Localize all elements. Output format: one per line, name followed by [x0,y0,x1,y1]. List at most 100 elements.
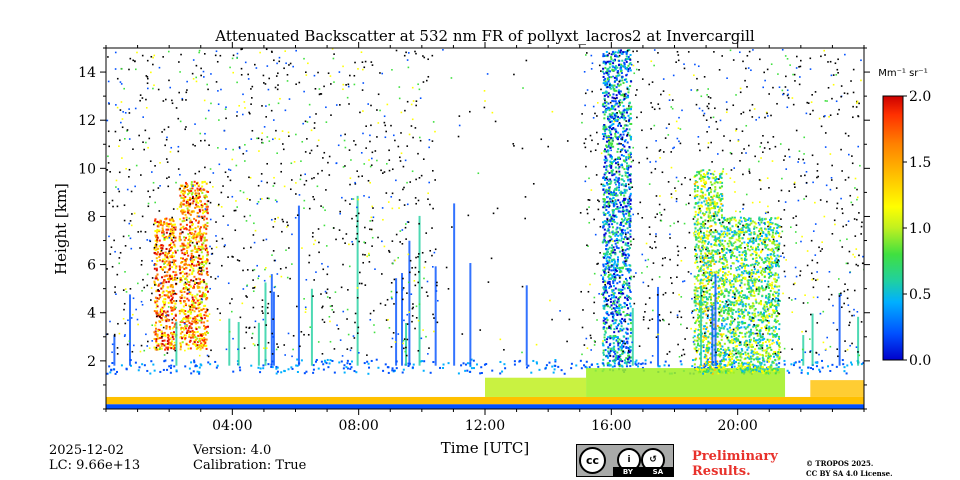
bl-speckle [752,365,755,368]
cloud-speckle [625,55,628,58]
cloud-speckle [163,279,166,282]
cloud-speckle [628,282,631,285]
cloud-speckle [601,70,604,73]
cloud-speckle [752,241,755,244]
cloud-speckle [609,265,612,268]
cloud-speckle [768,340,771,343]
cloud-speckle [730,322,733,325]
cloud-speckle [697,334,700,337]
cloud-speckle [183,313,186,316]
cloud-speckle [171,225,174,228]
cloud-speckle [712,201,715,204]
bl-speckle [843,370,846,373]
cloud-speckle [612,93,615,96]
cloud-speckle [708,296,711,299]
cloud-speckle [155,263,158,266]
cloud-speckle [197,240,200,243]
cloud-speckle [602,55,605,58]
cloud-speckle [737,260,740,263]
bl-speckle [590,363,593,366]
cloud-speckle [171,277,174,280]
cloud-speckle [713,190,716,193]
cloud-speckle [206,254,209,257]
cloud-speckle [619,327,622,330]
cloud-speckle [611,249,614,252]
cloud-speckle [763,311,766,314]
cloud-speckle [185,252,188,255]
cloud-speckle [200,342,203,345]
cloud-speckle [605,165,608,168]
cloud-speckle [602,211,605,214]
cloud-speckle [165,346,168,349]
cloud-speckle [614,267,617,270]
cloud-speckle [750,245,753,248]
cloud-speckle [740,257,743,260]
cloud-speckle [619,354,622,357]
cloud-speckle [696,336,699,339]
cloud-speckle [770,263,773,266]
cloud-speckle [179,323,182,326]
cloud-speckle [698,177,701,180]
cloud-speckle [759,367,762,370]
cloud-speckle [626,227,629,230]
cloud-speckle [173,223,176,226]
cloud-speckle [718,269,721,272]
cloud-speckle [203,304,206,307]
cloud-speckle [173,317,176,320]
cloud-speckle [157,225,160,228]
cloud-speckle [701,311,704,314]
cloud-speckle [626,256,629,259]
cloud-speckle [730,308,733,311]
cloud-speckle [154,301,157,304]
cloud-speckle [710,286,713,289]
cloud-speckle [612,62,615,65]
cloud-speckle [611,99,614,102]
cloud-speckle [700,367,703,370]
cloud-speckle [620,49,623,52]
cloud-speckle [191,263,194,266]
bl-speckle [262,367,265,370]
cloud-speckle [695,287,698,290]
cloud-speckle [613,119,616,122]
cloud-speckle [173,308,176,311]
cloud-speckle [187,320,190,323]
cloud-speckle [613,52,616,55]
cloud-speckle [205,262,208,265]
bl-speckle [535,361,538,364]
cloud-speckle [702,223,705,226]
cloud-speckle [626,124,629,127]
cloud-speckle [625,78,628,81]
cloud-speckle [709,256,712,259]
cloud-speckle [701,255,704,258]
cloud-speckle [761,243,764,246]
cloud-speckle [627,198,630,201]
cloud-speckle [206,331,209,334]
cloud-speckle [607,275,610,278]
cloud-speckle [613,59,616,62]
cloud-speckle [612,293,615,296]
cloud-speckle [700,265,703,268]
cloud-speckle [611,162,614,165]
cloud-speckle [708,193,711,196]
cloud-speckle [773,330,776,333]
cloud-speckle [732,320,735,323]
cloud-speckle [735,238,738,241]
cloud-speckle [696,218,699,221]
cloud-speckle [187,344,190,347]
cloud-speckle [623,284,626,287]
bl-speckle [276,366,279,369]
cloud-speckle [737,350,740,353]
cloud-speckle [729,251,732,254]
cloud-speckle [194,301,197,304]
cloud-speckle [694,180,697,183]
cloud-speckle [702,222,705,225]
cloud-speckle [629,194,632,197]
cloud-speckle [617,207,620,210]
cloud-speckle [620,68,623,71]
cloud-speckle [725,251,728,254]
cloud-speckle [731,357,734,360]
cloud-speckle [607,144,610,147]
cloud-speckle [711,206,714,209]
cloud-speckle [608,66,611,69]
cloud-speckle [615,296,618,299]
